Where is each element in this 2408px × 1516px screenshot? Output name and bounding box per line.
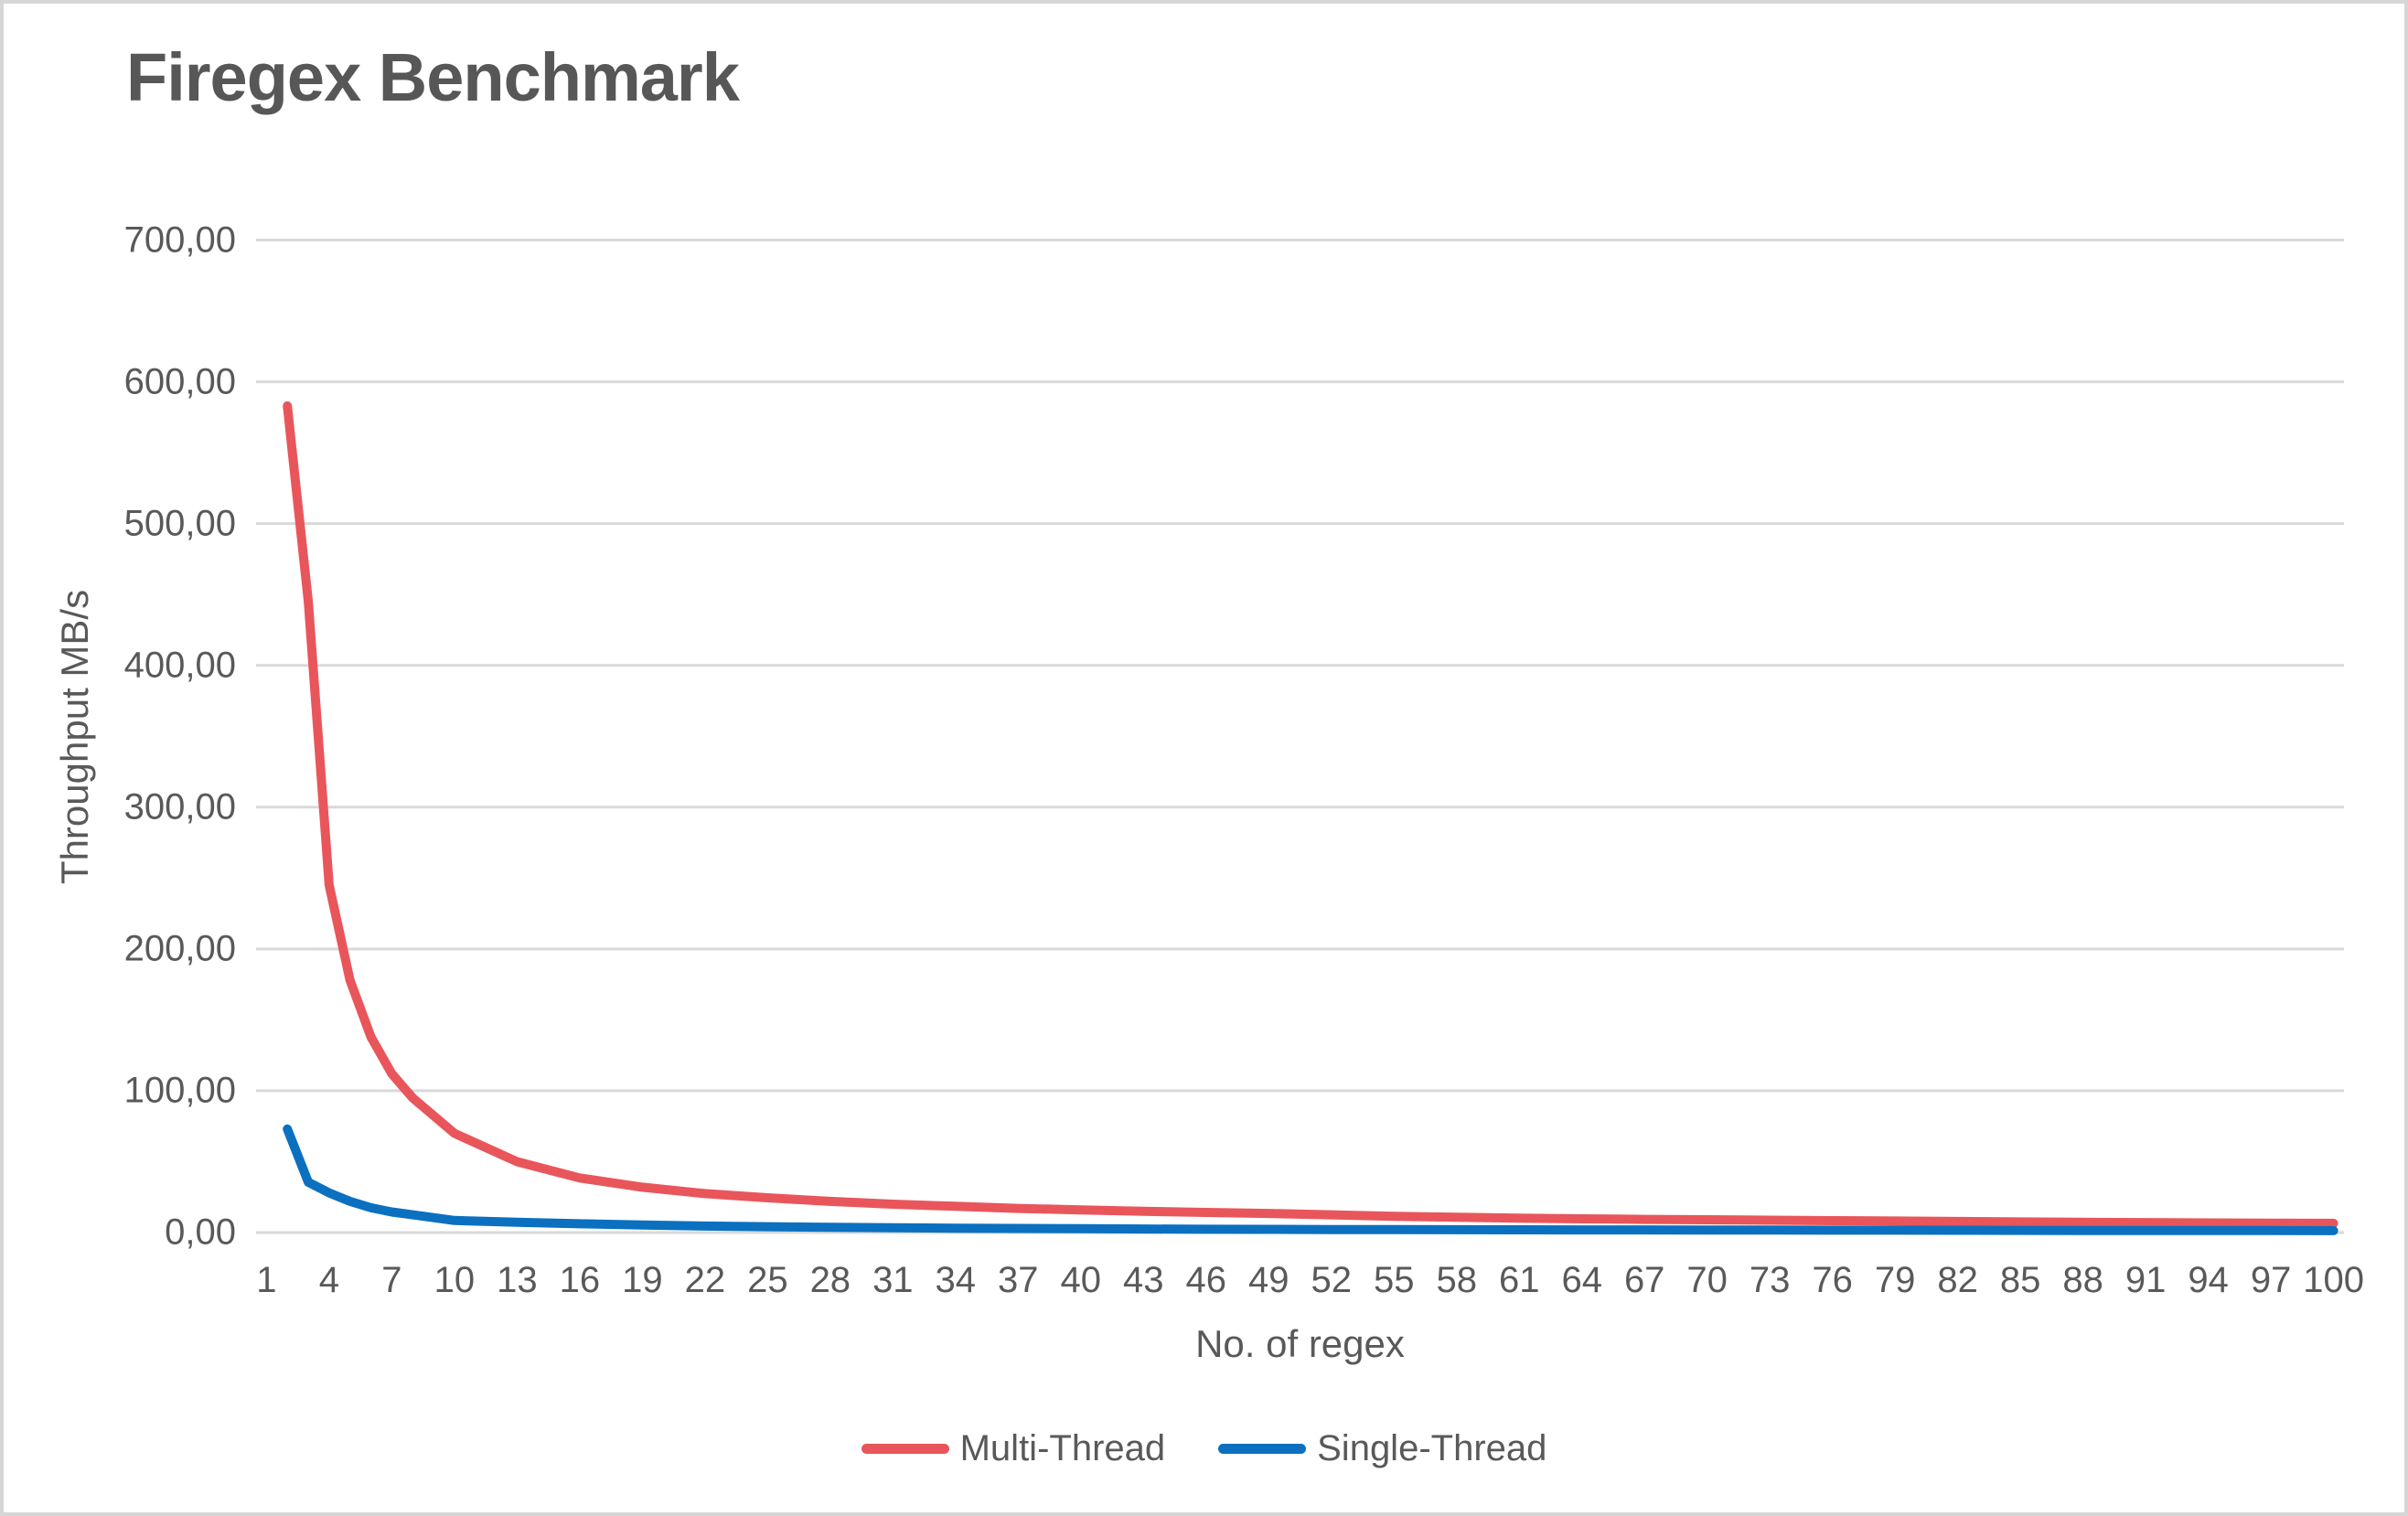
single-thread-line: [283, 1124, 2338, 1235]
y-tick-label: 0,00: [165, 1212, 236, 1253]
x-tick-label: 43: [1123, 1260, 1164, 1300]
x-tick-label: 28: [809, 1260, 851, 1300]
legend-label-single-thread: Single-Thread: [1317, 1428, 1547, 1468]
x-tick-label: 97: [2250, 1260, 2292, 1300]
x-tick-label: 16: [559, 1260, 601, 1300]
x-tick-label: 13: [497, 1260, 538, 1300]
y-tick-label: 200,00: [123, 928, 236, 969]
x-tick-label: 31: [872, 1260, 914, 1300]
x-tick-label: 82: [1937, 1260, 1978, 1300]
legend: Multi-Thread Single-Thread: [0, 1428, 2408, 1469]
x-tick-label: 19: [622, 1260, 663, 1300]
x-tick-label: 70: [1686, 1260, 1728, 1300]
x-tick-label: 67: [1623, 1260, 1665, 1300]
x-tick-label: 46: [1185, 1260, 1227, 1300]
chart-title: Firegex Benchmark: [126, 39, 740, 115]
x-tick-label: 94: [2188, 1260, 2229, 1300]
x-tick-label: 25: [747, 1260, 788, 1300]
x-tick-label: 1: [256, 1260, 277, 1300]
y-tick-label: 500,00: [123, 503, 236, 544]
y-tick-label: 100,00: [123, 1070, 236, 1111]
y-tick-label: 700,00: [123, 219, 236, 260]
x-tick-label: 40: [1060, 1260, 1102, 1300]
x-tick-label: 61: [1498, 1260, 1540, 1300]
x-tick-label: 100: [2303, 1260, 2364, 1300]
x-tick-label: 58: [1436, 1260, 1477, 1300]
x-tick-label: 52: [1311, 1260, 1352, 1300]
x-tick-label: 22: [684, 1260, 726, 1300]
x-tick-label: 64: [1561, 1260, 1602, 1300]
x-axis-title: No. of regex: [1195, 1322, 1405, 1365]
x-tick-label: 76: [1812, 1260, 1853, 1300]
y-tick-label: 600,00: [123, 361, 236, 402]
x-tick-label: 49: [1248, 1260, 1290, 1300]
single-thread-line-swatch-icon: [1218, 1444, 1307, 1454]
x-tick-label: 73: [1749, 1260, 1791, 1300]
legend-item-single-thread: Single-Thread: [1218, 1428, 1546, 1469]
x-tick-label: 7: [381, 1260, 402, 1300]
multi-thread-line: [283, 400, 2338, 1228]
legend-label-multi-thread: Multi-Thread: [959, 1428, 1166, 1468]
y-tick-label: 300,00: [123, 786, 236, 827]
x-tick-label: 55: [1373, 1260, 1415, 1300]
x-tick-label: 37: [998, 1260, 1039, 1300]
x-tick-label: 91: [2124, 1260, 2167, 1300]
x-tick-label: 85: [1999, 1260, 2041, 1300]
legend-item-multi-thread: Multi-Thread: [861, 1428, 1166, 1469]
x-tick-label: 10: [433, 1260, 476, 1300]
multi-thread-line-swatch-icon: [861, 1444, 949, 1454]
x-tick-label: 79: [1874, 1260, 1916, 1300]
x-tick-label: 34: [935, 1260, 977, 1300]
y-tick-label: 400,00: [123, 645, 236, 686]
x-tick-label: 4: [318, 1260, 340, 1300]
x-tick-label: 88: [2062, 1260, 2103, 1300]
